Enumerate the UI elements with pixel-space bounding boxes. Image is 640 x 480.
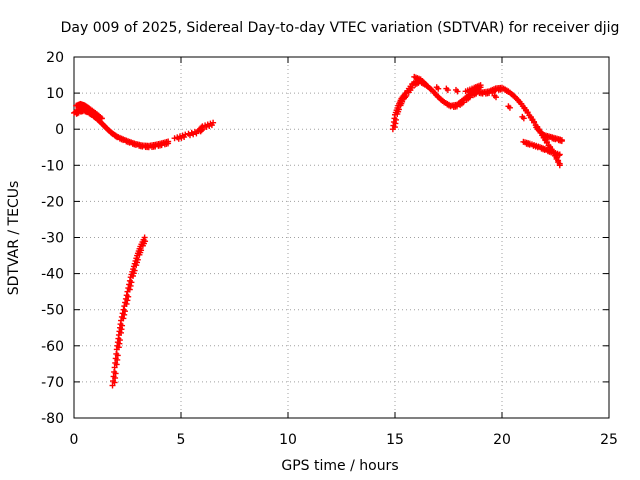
x-axis-label: GPS time / hours <box>281 458 398 474</box>
data-point <box>477 82 484 89</box>
data-point <box>121 308 128 315</box>
chart-title: Day 009 of 2025, Sidereal Day-to-day VTE… <box>61 20 620 36</box>
x-tick-label: 25 <box>600 432 618 448</box>
data-points <box>71 73 565 389</box>
y-tick-label: -10 <box>41 158 64 174</box>
data-point <box>127 282 134 289</box>
y-tick-label: 20 <box>46 50 64 66</box>
x-tick-label: 20 <box>493 432 511 448</box>
data-point <box>121 311 128 318</box>
data-point <box>210 119 217 126</box>
data-point <box>98 115 105 122</box>
data-point <box>114 352 121 359</box>
data-point <box>120 315 127 322</box>
x-tick-label: 15 <box>386 432 404 448</box>
data-point <box>520 115 527 122</box>
x-tick-label: 5 <box>177 432 186 448</box>
data-point <box>165 138 172 145</box>
data-point <box>126 286 133 293</box>
data-point <box>493 94 500 101</box>
data-point <box>124 297 131 304</box>
data-point <box>444 87 451 94</box>
data-point <box>424 82 431 89</box>
data-point <box>454 88 461 95</box>
y-tick-label: -70 <box>41 375 64 391</box>
data-point <box>112 370 119 377</box>
x-tick-label: 0 <box>70 432 79 448</box>
y-tick-label: -40 <box>41 267 64 283</box>
data-point <box>128 279 135 286</box>
data-point <box>141 234 148 241</box>
data-point <box>556 162 563 169</box>
y-tick-label: -50 <box>41 303 64 319</box>
axis-ticks: -80 -70 -60 -50 -40 -30 -20 -10 0 10 20 0 5 10 15 20 25 <box>41 50 618 448</box>
data-point <box>116 337 123 344</box>
data-point <box>123 300 130 307</box>
y-tick-label: 10 <box>46 86 64 102</box>
data-point <box>125 293 132 300</box>
x-tick-label: 10 <box>279 432 297 448</box>
y-tick-label: -60 <box>41 339 64 355</box>
y-tick-label: -30 <box>41 231 64 247</box>
data-point <box>558 137 565 144</box>
data-point <box>119 322 126 329</box>
y-tick-label: -80 <box>41 411 64 427</box>
data-point <box>435 85 442 92</box>
y-tick-label: -20 <box>41 194 64 210</box>
y-tick-label: 0 <box>55 122 64 138</box>
data-point <box>506 104 513 111</box>
data-point <box>556 151 563 158</box>
y-axis-label: SDTVAR / TECUs <box>6 181 22 296</box>
data-point <box>392 116 399 123</box>
